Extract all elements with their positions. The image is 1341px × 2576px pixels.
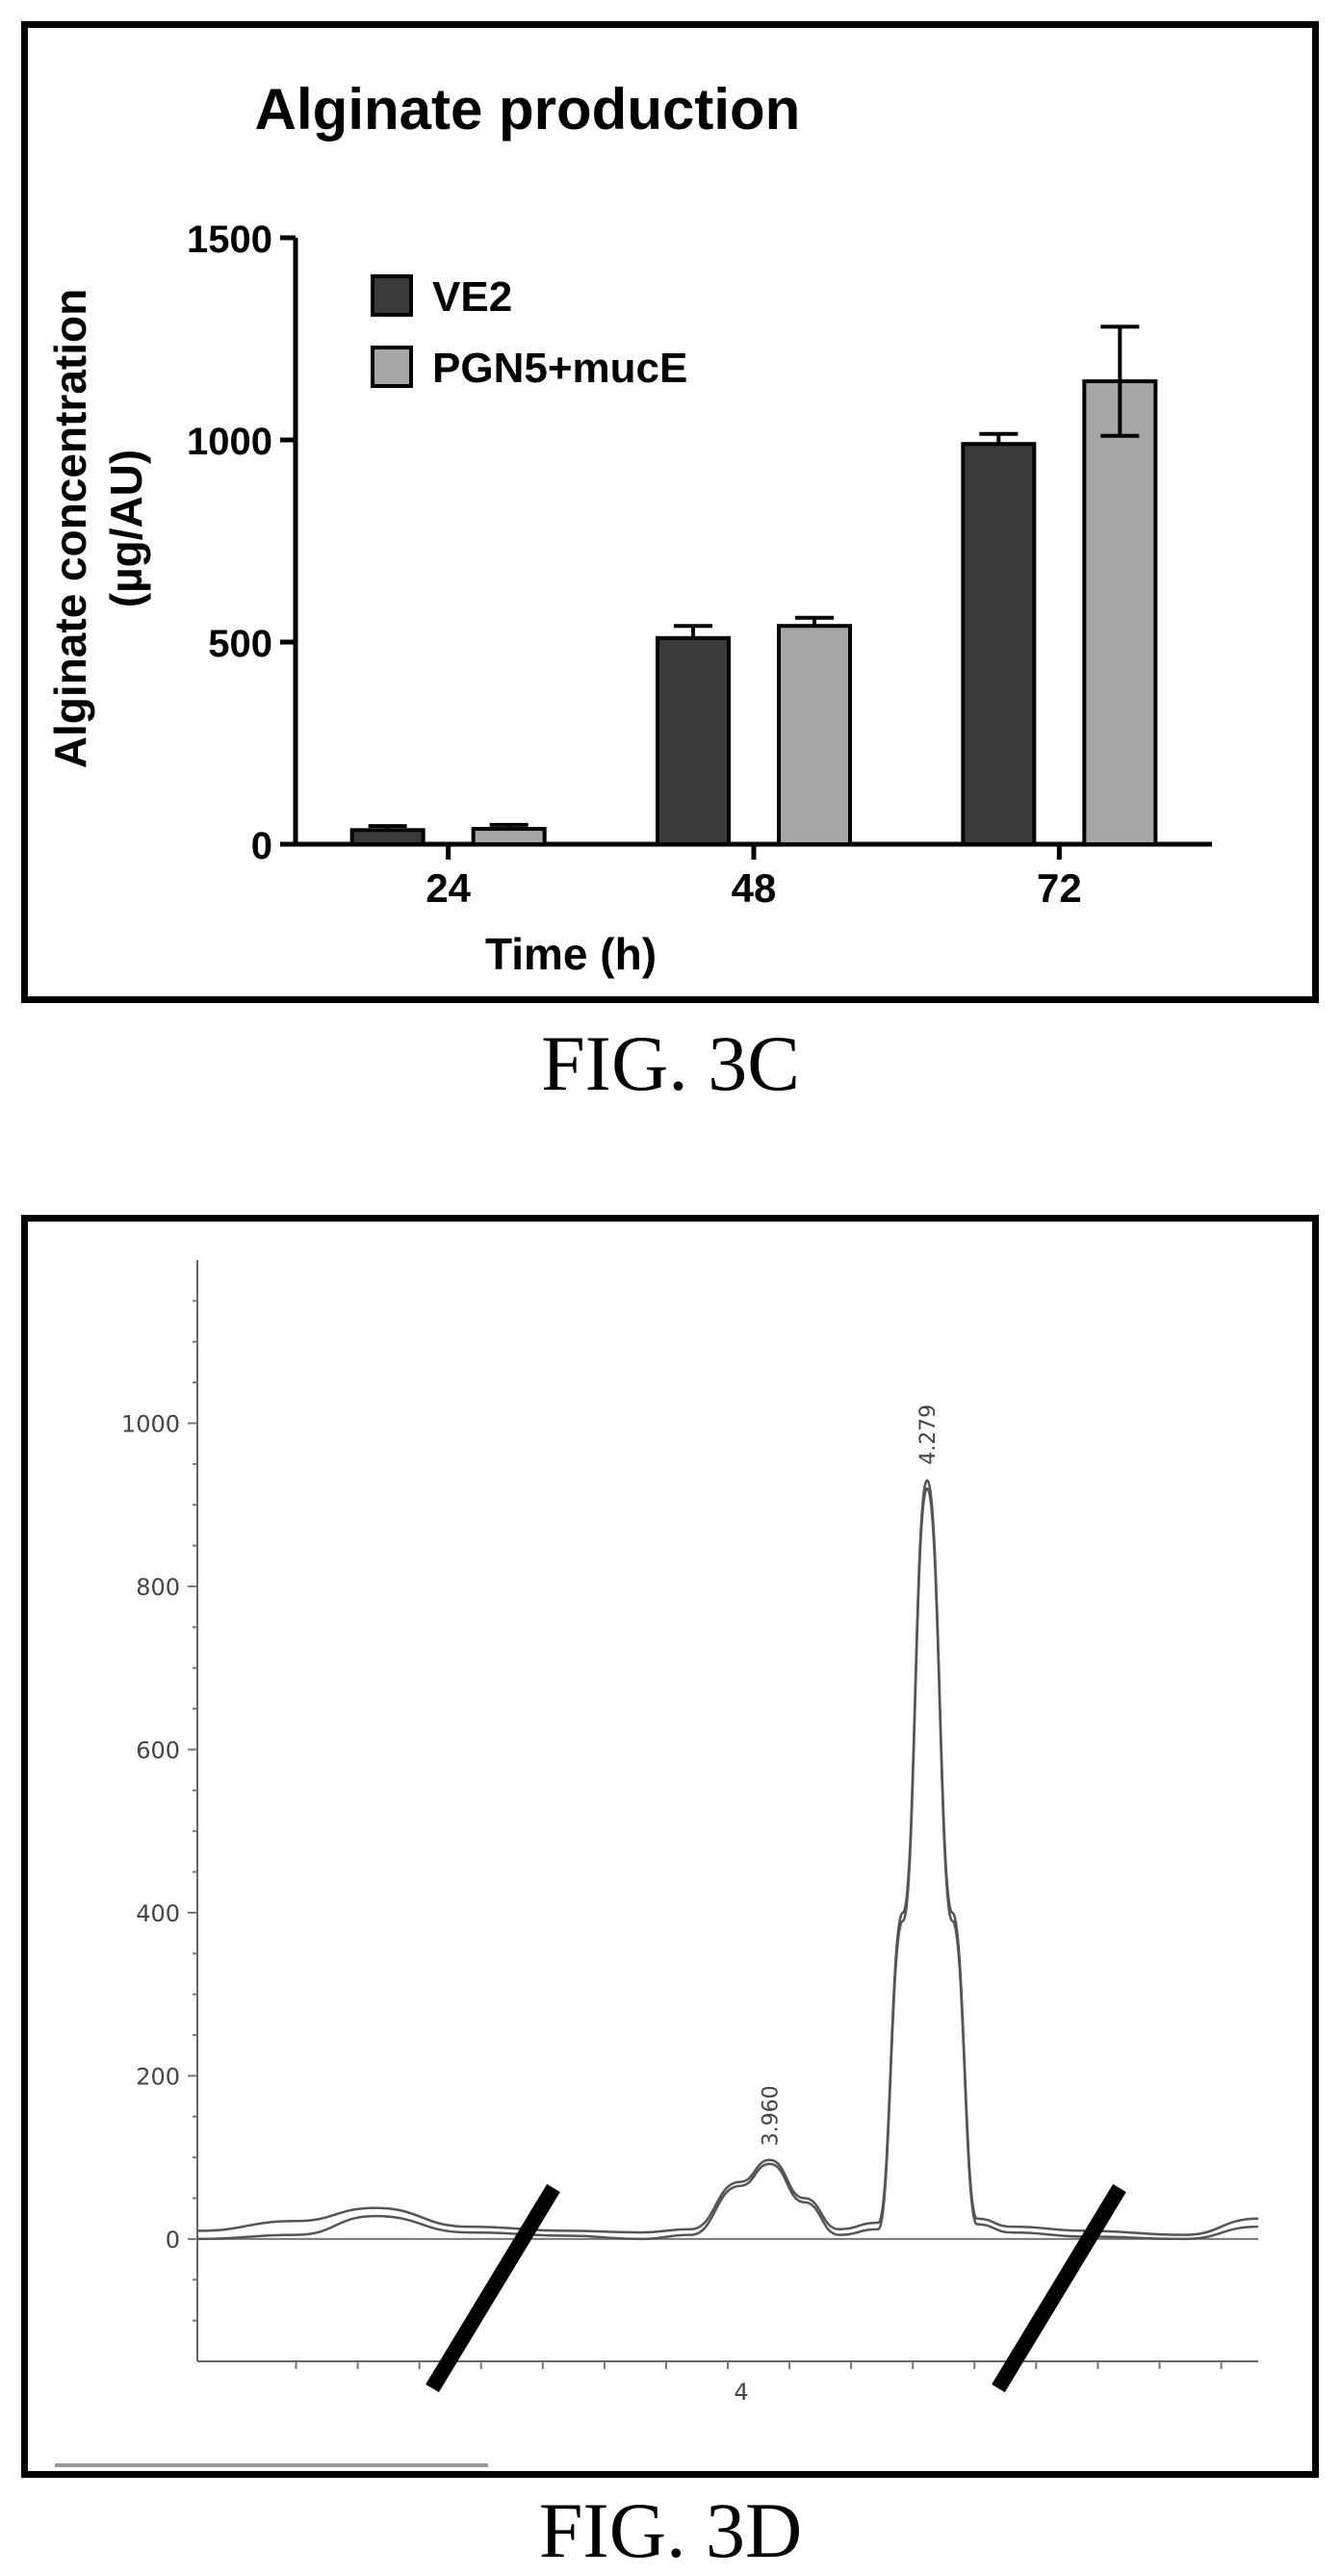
chromatogram-chart: 0 200 400 600 800 1000 4 3.960 4.279	[55, 1260, 1259, 2467]
x-axis-label: Time (h)	[485, 929, 657, 979]
y-axis-label-line-1: Alginate concentration	[45, 289, 95, 768]
legend-swatch	[371, 274, 413, 317]
bars	[349, 324, 1158, 847]
bar	[349, 828, 426, 846]
fig-3d-panel: 0 200 400 600 800 1000 4 3.960 4.279	[21, 1215, 1319, 2478]
x-tick-label: 48	[732, 865, 777, 911]
figure-caption-3d: FIG. 3D	[538, 2486, 803, 2574]
bar	[471, 827, 547, 846]
axes: 0 500 1000 1500 24 48 72	[187, 219, 1212, 911]
legend: VE2 PGN5+mucE	[371, 273, 687, 392]
break-mark-left	[426, 2183, 560, 2393]
axes: 0 200 400 600 800 1000 4	[121, 1260, 1258, 2406]
y-tick-label: 400	[136, 1900, 180, 1927]
y-tick-label: 1000	[121, 1410, 180, 1437]
bar	[777, 624, 852, 847]
chromatogram-trace	[196, 1479, 1259, 2236]
legend-label: VE2	[432, 273, 512, 321]
bar	[1082, 379, 1158, 846]
peak-label: 4.279	[916, 1404, 941, 1465]
peak-label: 3.960	[760, 2085, 784, 2146]
y-axis-label-line-2: (µg/AU)	[101, 450, 151, 607]
chart-title: Alginate production	[255, 77, 801, 142]
y-tick-label: 800	[136, 1574, 180, 1601]
x-tick-label: 72	[1037, 865, 1082, 911]
y-tick-label: 1500	[187, 219, 272, 261]
y-tick-label: 0	[166, 2227, 180, 2254]
break-mark-right	[992, 2183, 1126, 2393]
fig-3c-panel: Alginate production Alginate concentrati…	[21, 21, 1319, 1003]
y-axis-label: Alginate concentration (µg/AU)	[45, 289, 151, 768]
y-tick-label: 0	[251, 825, 272, 867]
alginate-bar-chart: Alginate production Alginate concentrati…	[45, 77, 1212, 979]
legend-swatch	[371, 346, 413, 388]
bar	[961, 442, 1037, 846]
x-tick-label: 24	[426, 865, 471, 911]
figure-caption-3c: FIG. 3C	[541, 1019, 800, 1107]
y-tick-label: 1000	[187, 421, 272, 463]
axis-break-marks	[426, 2183, 1126, 2393]
chromatogram-traces	[196, 1479, 1259, 2241]
bar	[656, 635, 731, 846]
chromatogram-trace	[196, 1487, 1259, 2241]
y-tick-label: 500	[208, 623, 272, 665]
x-tick-label: 4	[734, 2379, 748, 2406]
peak-labels: 3.960 4.279	[760, 1404, 941, 2147]
legend-label: PGN5+mucE	[432, 345, 687, 392]
y-tick-label: 200	[136, 2063, 180, 2090]
y-tick-label: 600	[136, 1737, 180, 1764]
